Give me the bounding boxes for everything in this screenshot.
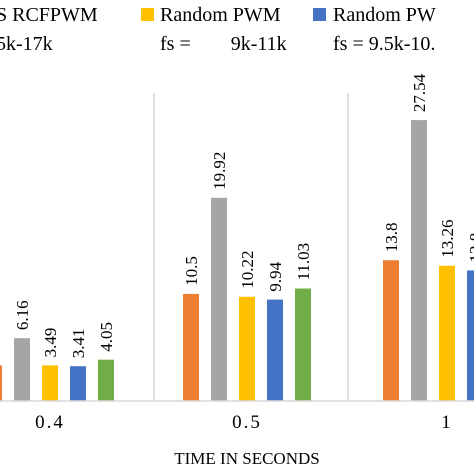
bar-s1-1 — [383, 260, 399, 401]
data-label-s1-0.4: 3.49 — [0, 328, 4, 358]
legend-label-3: Random PW — [333, 4, 436, 26]
bar-s4-0.4 — [70, 366, 86, 401]
x-tick-label-0.4: 0.4 — [35, 412, 65, 433]
data-label-s2-0.4: 6.16 — [13, 300, 32, 330]
bar-s5-0.4 — [98, 359, 114, 401]
bar-s2-0.4 — [14, 338, 30, 401]
bar-s2-1 — [411, 120, 427, 401]
legend-label-1: S RCFPWM — [0, 4, 98, 26]
data-labels-group: 3.49 6.16 3.49 3.41 4.05 10.5 19.92 10.22 9.94 11… — [0, 73, 474, 358]
data-label-s1-0.5: 10.5 — [182, 256, 201, 286]
data-label-s5-0.4: 4.05 — [97, 322, 116, 352]
x-tick-label-1: 1 — [441, 412, 453, 433]
bar-s3-0.5 — [239, 296, 255, 401]
bar-s3-1 — [439, 265, 455, 401]
bar-s1-0.4 — [0, 365, 2, 401]
data-label-s3-1: 13.26 — [438, 219, 457, 257]
data-label-s1-1: 13.8 — [382, 222, 401, 252]
data-label-s3-0.5: 10.22 — [238, 251, 257, 289]
bar-s5-0.5 — [295, 288, 311, 401]
bar-s3-0.4 — [42, 365, 58, 401]
bar-s4-0.5 — [267, 299, 283, 401]
bar-s4-1 — [467, 270, 474, 401]
data-label-s4-1: 12.8 — [466, 233, 474, 263]
legend-label-2: Random PWM — [160, 4, 281, 26]
legend-swatch-2 — [141, 8, 154, 21]
data-label-s3-0.4: 3.49 — [41, 328, 60, 358]
x-tick-labels: 0.4 0.5 1 — [35, 412, 453, 433]
data-label-s4-0.4: 3.41 — [69, 328, 88, 358]
category-dividers — [153, 93, 349, 401]
data-label-s2-0.5: 19.92 — [210, 152, 229, 190]
legend-sublabel-3: fs = 9.5k-10. — [333, 33, 435, 55]
legend-sublabel-2: fs = 9k-11k — [160, 33, 287, 55]
legend-sublabel-1: 5k-17k — [0, 33, 53, 55]
bar-s1-0.5 — [183, 293, 199, 401]
legend: S RCFPWM 5k-17k Random PWM fs = 9k-11k Rando… — [0, 4, 436, 55]
x-tick-label-0.5: 0.5 — [232, 412, 262, 433]
data-label-s4-0.5: 9.94 — [266, 261, 285, 291]
data-label-s2-1: 27.54 — [410, 73, 429, 112]
bar-s2-0.5 — [211, 197, 227, 401]
legend-swatch-3 — [313, 8, 326, 21]
data-label-s5-0.5: 11.03 — [294, 243, 313, 281]
x-axis-title: TIME IN SECONDS — [174, 449, 319, 468]
bars-group — [0, 120, 474, 401]
